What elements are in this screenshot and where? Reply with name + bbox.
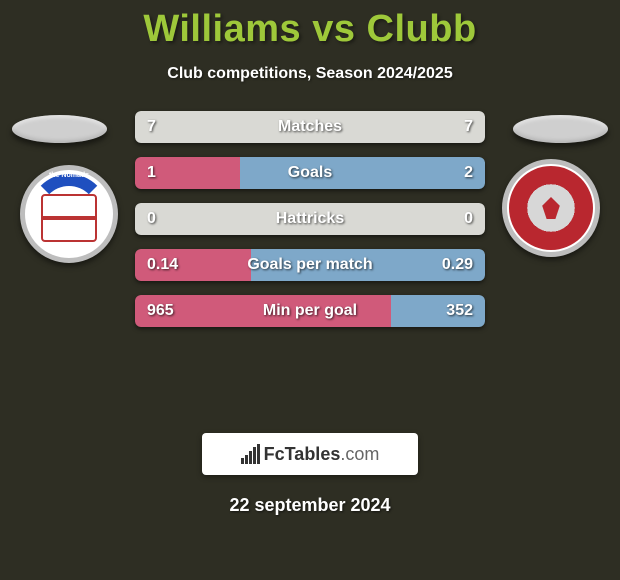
- chart-icon: [241, 444, 260, 464]
- stat-value-left: 0: [135, 203, 168, 235]
- stat-row: 77Matches: [135, 111, 485, 143]
- comparison-stage: the Nomads 77Matches12Goals00Hattricks0.…: [0, 111, 620, 411]
- stat-row: 965352Min per goal: [135, 295, 485, 327]
- stat-value-left: 7: [135, 111, 168, 143]
- date-line: 22 september 2024: [0, 495, 620, 516]
- branding-box: FcTables.com: [202, 433, 418, 475]
- stat-value-right: 352: [434, 295, 485, 327]
- branding-name: FcTables: [264, 444, 341, 464]
- branding-text: FcTables.com: [264, 444, 380, 465]
- stat-bars: 77Matches12Goals00Hattricks0.140.29Goals…: [135, 111, 485, 341]
- stat-value-left: 1: [135, 157, 168, 189]
- page-title: Williams vs Clubb: [0, 0, 620, 51]
- club-badge-right: [502, 159, 600, 257]
- stat-value-left: 0.14: [135, 249, 190, 281]
- stat-value-right: 2: [452, 157, 485, 189]
- stat-value-right: 0: [452, 203, 485, 235]
- player-photo-right: [513, 115, 608, 143]
- stat-row: 12Goals: [135, 157, 485, 189]
- player-photo-left: [12, 115, 107, 143]
- club-badge-left: the Nomads: [20, 165, 118, 263]
- subtitle: Club competitions, Season 2024/2025: [0, 65, 620, 83]
- stat-value-left: 965: [135, 295, 186, 327]
- branding-domain: .com: [340, 444, 379, 464]
- stat-value-right: 7: [452, 111, 485, 143]
- stat-row: 00Hattricks: [135, 203, 485, 235]
- stat-value-right: 0.29: [430, 249, 485, 281]
- stat-row: 0.140.29Goals per match: [135, 249, 485, 281]
